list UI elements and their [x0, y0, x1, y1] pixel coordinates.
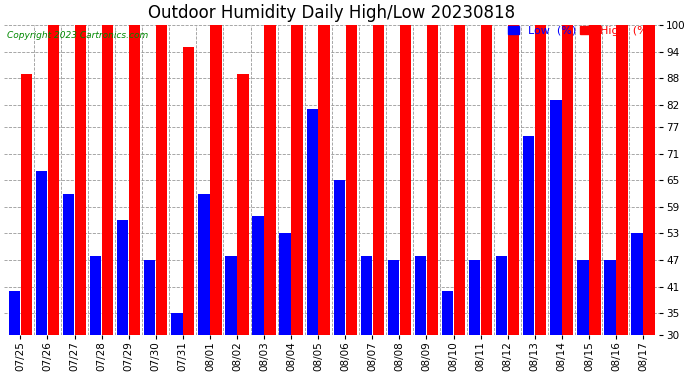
- Bar: [333, 180, 345, 335]
- Bar: [90, 256, 101, 335]
- Bar: [508, 25, 520, 335]
- Bar: [102, 25, 113, 335]
- Bar: [226, 256, 237, 335]
- Bar: [616, 25, 628, 335]
- Bar: [415, 256, 426, 335]
- Bar: [454, 25, 465, 335]
- Bar: [253, 216, 264, 335]
- Bar: [264, 25, 276, 335]
- Bar: [144, 260, 155, 335]
- Bar: [426, 25, 438, 335]
- Bar: [631, 234, 643, 335]
- Bar: [319, 25, 330, 335]
- Bar: [210, 25, 221, 335]
- Bar: [117, 220, 128, 335]
- Bar: [562, 25, 573, 335]
- Bar: [63, 194, 75, 335]
- Bar: [361, 256, 372, 335]
- Bar: [21, 74, 32, 335]
- Bar: [171, 313, 183, 335]
- Bar: [481, 25, 492, 335]
- Text: Copyright 2023 Cartronics.com: Copyright 2023 Cartronics.com: [8, 32, 148, 40]
- Bar: [48, 25, 59, 335]
- Bar: [604, 260, 615, 335]
- Bar: [550, 100, 562, 335]
- Bar: [291, 25, 303, 335]
- Bar: [129, 25, 140, 335]
- Bar: [496, 256, 507, 335]
- Bar: [183, 47, 195, 335]
- Bar: [578, 260, 589, 335]
- Bar: [198, 194, 210, 335]
- Legend: Low  (%), High  (%): Low (%), High (%): [506, 24, 653, 37]
- Title: Outdoor Humidity Daily High/Low 20230818: Outdoor Humidity Daily High/Low 20230818: [148, 4, 515, 22]
- Bar: [156, 25, 168, 335]
- Bar: [643, 25, 655, 335]
- Bar: [279, 234, 291, 335]
- Bar: [36, 171, 47, 335]
- Bar: [523, 136, 535, 335]
- Bar: [237, 74, 248, 335]
- Bar: [469, 260, 480, 335]
- Bar: [373, 25, 384, 335]
- Bar: [442, 291, 453, 335]
- Bar: [306, 110, 318, 335]
- Bar: [9, 291, 20, 335]
- Bar: [589, 25, 600, 335]
- Bar: [388, 260, 399, 335]
- Bar: [346, 25, 357, 335]
- Bar: [400, 25, 411, 335]
- Bar: [75, 25, 86, 335]
- Bar: [535, 25, 546, 335]
